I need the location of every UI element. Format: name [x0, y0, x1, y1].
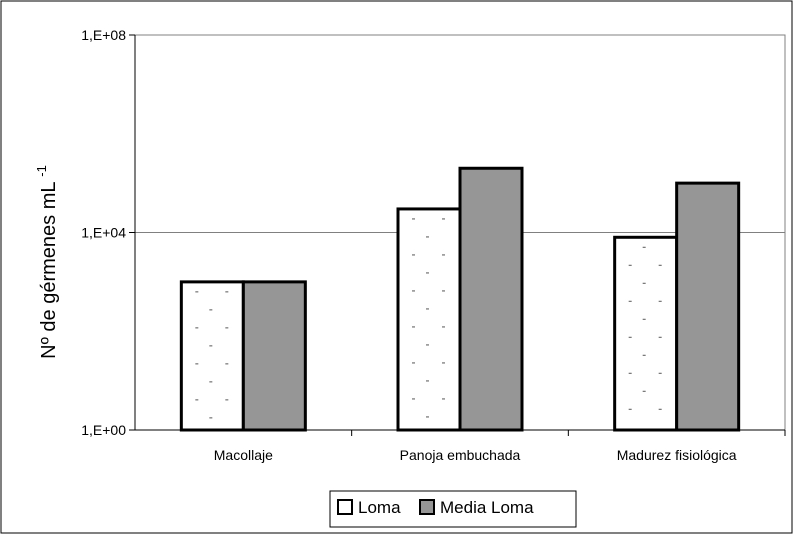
bar-loma — [179, 280, 245, 432]
y-tick-label: 1,E+08 — [81, 27, 126, 43]
legend-box — [329, 490, 577, 528]
bar-media-loma — [458, 166, 524, 432]
x-category-labels: Macollaje Panoja embuchada Madurez fisioló… — [214, 447, 737, 463]
y-axis-title: Nº de gérmenes mL -1 — [34, 165, 60, 359]
x-category-label: Madurez fisiológica — [617, 447, 737, 463]
legend: Loma Media Loma — [329, 490, 577, 528]
y-tick-label: 1,E+04 — [81, 225, 126, 241]
x-category-label: Macollaje — [214, 447, 273, 463]
legend-label-loma: Loma — [358, 498, 401, 517]
bars — [179, 166, 741, 432]
bar-media-loma — [241, 280, 307, 432]
y-tick-labels: 1,E+00 1,E+04 1,E+08 — [81, 27, 126, 438]
y-axis-title-superscript: -1 — [34, 165, 49, 177]
legend-label-media-loma: Media Loma — [440, 498, 534, 517]
plot-area: 1,E+00 1,E+04 1,E+08 Macollaje Panoja embuc… — [81, 27, 786, 463]
x-category-label: Panoja embuchada — [400, 447, 521, 463]
axes — [134, 35, 786, 436]
legend-swatch-loma — [337, 499, 353, 515]
y-tick-label: 1,E+00 — [81, 422, 126, 438]
y-axis-title-text: Nº de gérmenes mL — [38, 182, 60, 359]
bar-media-loma — [675, 181, 741, 432]
legend-swatch-media-loma — [419, 499, 435, 515]
bar-loma — [396, 207, 462, 432]
bar-loma — [613, 235, 679, 432]
